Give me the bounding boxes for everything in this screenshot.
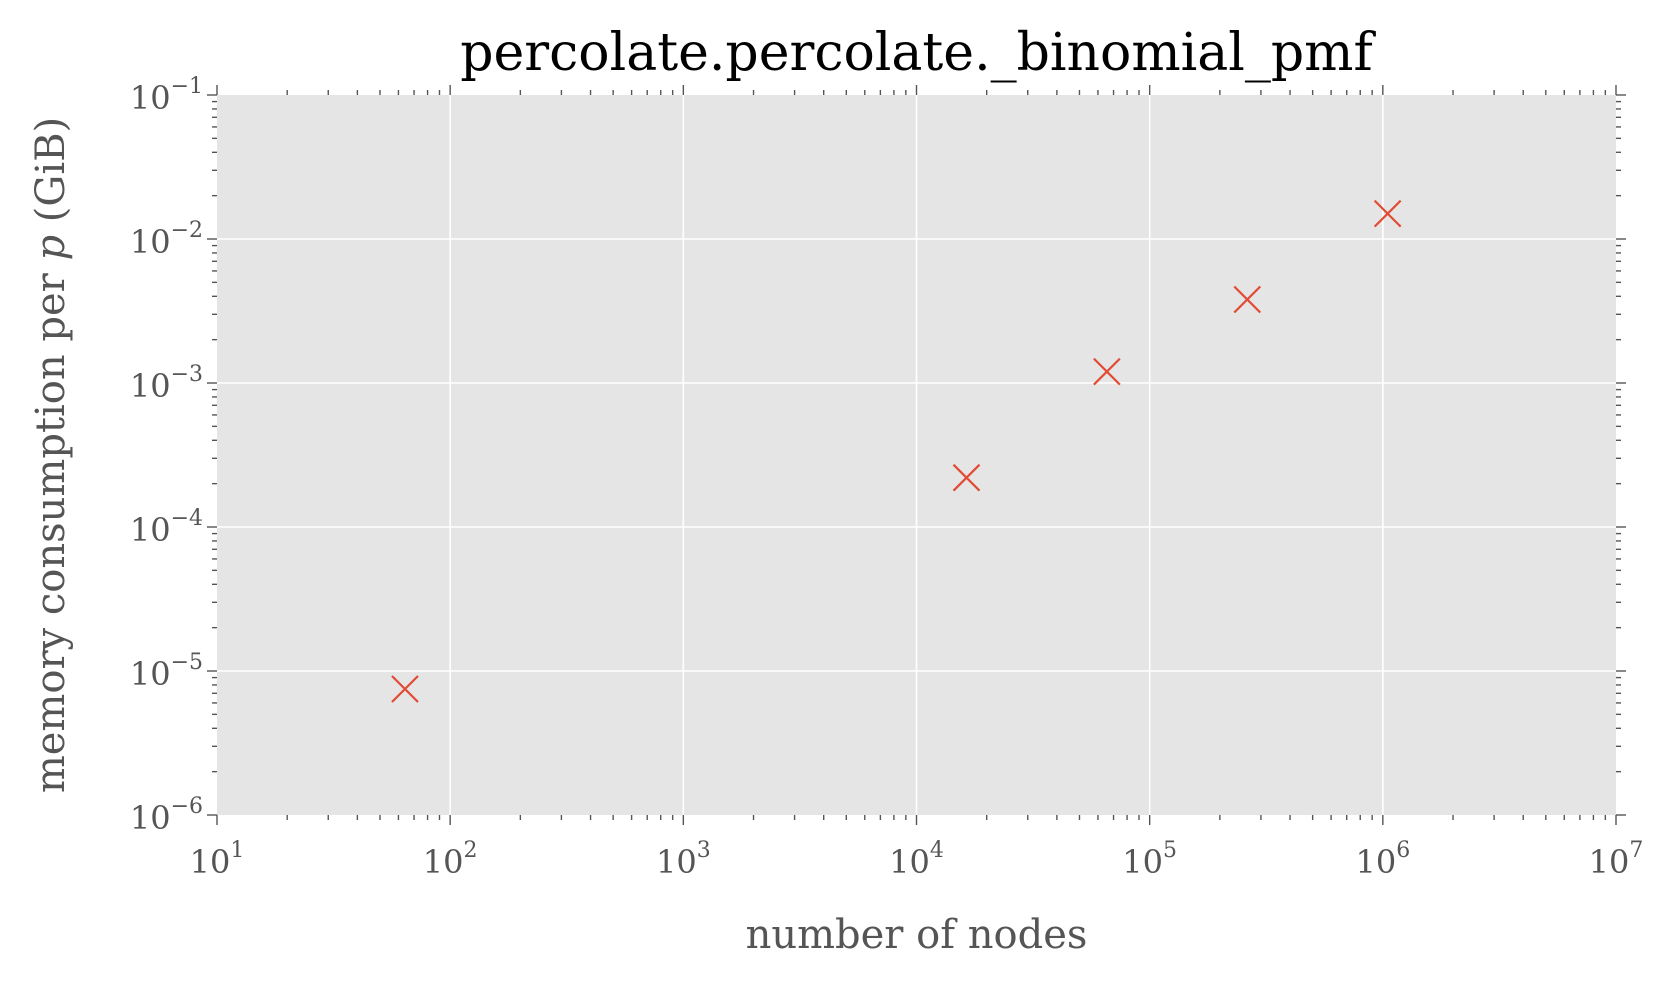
x-tick-exponent: 2 <box>464 838 478 863</box>
y-tick-base: 10 <box>130 655 171 693</box>
x-tick-exponent: 6 <box>1396 838 1410 863</box>
x-tick-label: 104 <box>889 838 944 881</box>
grid-lines <box>217 95 1616 815</box>
y-tick-base: 10 <box>130 799 171 837</box>
y-tick-base: 10 <box>130 223 171 261</box>
y-tick-base: 10 <box>130 367 171 405</box>
x-tick-base: 10 <box>1122 843 1163 881</box>
y-axis-label-suffix: (GiB) <box>28 117 74 235</box>
data-point <box>952 463 981 492</box>
y-tick-label: 10−4 <box>130 506 203 549</box>
data-points <box>391 199 1402 703</box>
axis-ticks <box>207 85 1626 825</box>
x-tick-exponent: 5 <box>1163 838 1177 863</box>
data-point <box>391 675 419 703</box>
y-tick-exponent: −2 <box>171 218 203 243</box>
x-tick-label: 102 <box>423 838 478 881</box>
y-tick-label: 10−3 <box>130 362 203 405</box>
x-tick-exponent: 4 <box>930 838 944 863</box>
y-tick-labels: 10−610−510−410−310−210−1 <box>130 74 203 837</box>
y-tick-exponent: −4 <box>171 506 203 531</box>
x-axis-label: number of nodes <box>746 912 1088 958</box>
x-tick-exponent: 7 <box>1629 838 1643 863</box>
y-axis-label-variable: p <box>28 235 74 261</box>
y-tick-exponent: −1 <box>171 74 203 99</box>
y-tick-label: 10−1 <box>130 74 203 117</box>
x-tick-base: 10 <box>1589 843 1630 881</box>
data-point <box>1093 357 1121 386</box>
data-point <box>1233 285 1262 314</box>
x-tick-label: 103 <box>656 838 711 881</box>
x-tick-base: 10 <box>889 843 930 881</box>
y-tick-exponent: −6 <box>171 794 203 819</box>
y-tick-exponent: −3 <box>171 362 203 387</box>
y-tick-label: 10−6 <box>130 794 203 837</box>
x-tick-label: 107 <box>1589 838 1644 881</box>
x-tick-base: 10 <box>190 843 231 881</box>
x-tick-exponent: 1 <box>230 838 244 863</box>
x-tick-base: 10 <box>423 843 464 881</box>
x-tick-label: 101 <box>190 838 245 881</box>
y-axis-label-prefix: memory consumption per <box>28 261 74 794</box>
x-tick-exponent: 3 <box>697 838 711 863</box>
y-tick-label: 10−5 <box>130 650 203 693</box>
x-tick-base: 10 <box>656 843 697 881</box>
y-tick-exponent: −5 <box>171 650 203 675</box>
x-tick-labels: 101 102 103 104 105 106 107 <box>190 838 1644 881</box>
y-tick-label: 10−2 <box>130 218 203 261</box>
y-axis-label: memory consumption per p (GiB) <box>28 117 74 793</box>
x-tick-label: 105 <box>1122 838 1177 881</box>
x-tick-label: 106 <box>1355 838 1410 881</box>
y-tick-base: 10 <box>130 79 171 117</box>
data-point <box>1373 199 1402 228</box>
x-tick-base: 10 <box>1355 843 1396 881</box>
y-tick-base: 10 <box>130 511 171 549</box>
chart-title: percolate.percolate._binomial_pmf <box>460 23 1376 83</box>
